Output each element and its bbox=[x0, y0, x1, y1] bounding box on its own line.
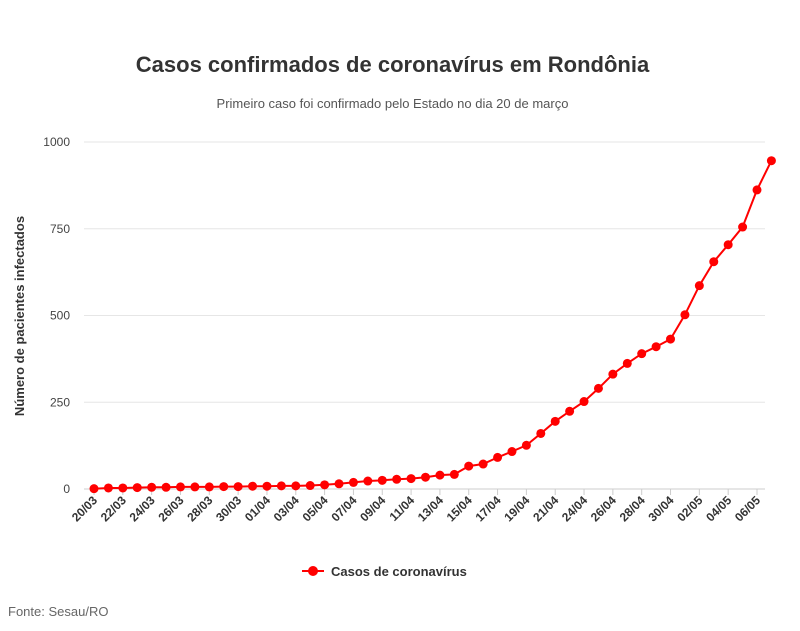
x-tick-label: 13/04 bbox=[415, 493, 446, 524]
x-tick-label: 22/03 bbox=[98, 493, 129, 524]
x-tick-label: 03/04 bbox=[271, 493, 302, 524]
series-line bbox=[93, 160, 773, 490]
y-axis-ticks: 0 250 500 750 1000 bbox=[43, 135, 70, 496]
data-point[interactable] bbox=[219, 482, 229, 492]
x-tick-label: 21/04 bbox=[530, 493, 561, 524]
data-point[interactable] bbox=[622, 358, 632, 368]
data-point[interactable] bbox=[651, 342, 661, 352]
x-tick-label: 07/04 bbox=[328, 493, 359, 524]
data-point[interactable] bbox=[161, 482, 171, 492]
chart-title: Casos confirmados de coronavírus em Rond… bbox=[135, 52, 650, 77]
data-point[interactable] bbox=[435, 470, 445, 480]
x-tick-label: 28/04 bbox=[617, 493, 648, 524]
data-point[interactable] bbox=[233, 482, 243, 492]
x-tick-label: 28/03 bbox=[184, 493, 215, 524]
data-point[interactable] bbox=[320, 480, 330, 490]
x-tick-label: 20/03 bbox=[69, 493, 100, 524]
x-tick-label: 02/05 bbox=[674, 493, 705, 524]
data-point[interactable] bbox=[103, 483, 113, 493]
data-point[interactable] bbox=[262, 481, 272, 491]
x-tick-label: 01/04 bbox=[242, 493, 273, 524]
data-point[interactable] bbox=[276, 481, 286, 491]
data-point[interactable] bbox=[493, 452, 503, 462]
x-tick-label: 26/03 bbox=[155, 493, 186, 524]
data-point[interactable] bbox=[478, 459, 488, 469]
data-point[interactable] bbox=[334, 479, 344, 489]
x-tick-label: 30/04 bbox=[646, 493, 677, 524]
y-tick-label: 500 bbox=[50, 309, 70, 323]
data-point[interactable] bbox=[738, 222, 748, 232]
data-point[interactable] bbox=[521, 440, 531, 450]
x-tick-label: 15/04 bbox=[444, 493, 475, 524]
legend-label: Casos de coronavírus bbox=[331, 564, 467, 579]
data-point[interactable] bbox=[666, 334, 676, 344]
x-tick-label: 24/03 bbox=[127, 493, 158, 524]
data-point[interactable] bbox=[421, 472, 430, 482]
source-note: Fonte: Sesau/RO bbox=[8, 604, 109, 619]
data-point[interactable] bbox=[637, 349, 647, 359]
data-point[interactable] bbox=[550, 416, 560, 426]
data-point[interactable] bbox=[305, 481, 315, 491]
data-point[interactable] bbox=[766, 156, 776, 166]
data-point[interactable] bbox=[507, 447, 517, 457]
grid-lines bbox=[84, 141, 765, 490]
data-point[interactable] bbox=[565, 406, 575, 416]
data-point[interactable] bbox=[593, 383, 603, 393]
data-point[interactable] bbox=[752, 185, 762, 195]
chart-subtitle: Primeiro caso foi confirmado pelo Estado… bbox=[216, 96, 569, 111]
data-point[interactable] bbox=[147, 482, 157, 492]
y-axis-label: Número de pacientes infectados bbox=[12, 216, 27, 416]
data-point[interactable] bbox=[363, 476, 373, 486]
data-point[interactable] bbox=[89, 484, 99, 494]
data-point[interactable] bbox=[132, 483, 142, 493]
data-point[interactable] bbox=[175, 482, 185, 492]
data-point[interactable] bbox=[204, 482, 214, 492]
x-tick-label: 11/04 bbox=[387, 493, 418, 524]
data-point[interactable] bbox=[536, 428, 546, 438]
data-point[interactable] bbox=[608, 369, 618, 379]
data-point[interactable] bbox=[190, 482, 200, 492]
legend-dot-marker bbox=[308, 566, 318, 576]
x-axis-ticks: 20/0322/0324/0326/0328/0330/0301/0403/04… bbox=[69, 489, 763, 524]
data-point[interactable] bbox=[694, 281, 704, 291]
x-tick-label: 06/05 bbox=[732, 493, 763, 524]
x-tick-label: 19/04 bbox=[501, 493, 532, 524]
data-point[interactable] bbox=[348, 477, 358, 487]
legend[interactable]: Casos de coronavírus bbox=[302, 564, 467, 579]
x-tick-label: 09/04 bbox=[357, 493, 388, 524]
x-tick-label: 26/04 bbox=[588, 493, 619, 524]
x-tick-label: 24/04 bbox=[559, 493, 590, 524]
data-point[interactable] bbox=[449, 469, 459, 479]
data-point[interactable] bbox=[291, 481, 301, 491]
y-tick-label: 750 bbox=[50, 222, 70, 236]
x-tick-label: 05/04 bbox=[300, 493, 331, 524]
data-point[interactable] bbox=[392, 474, 402, 484]
data-point[interactable] bbox=[723, 240, 733, 250]
line-chart: 0 250 500 750 1000 20/0322/0324/0326/0328/03… bbox=[12, 135, 776, 579]
y-tick-label: 1000 bbox=[43, 135, 70, 149]
y-tick-label: 250 bbox=[50, 395, 70, 409]
data-point[interactable] bbox=[464, 461, 474, 471]
data-point[interactable] bbox=[579, 397, 589, 407]
data-point[interactable] bbox=[118, 483, 128, 493]
data-point[interactable] bbox=[406, 474, 416, 484]
data-point[interactable] bbox=[709, 257, 719, 267]
data-point[interactable] bbox=[680, 310, 690, 320]
y-tick-label: 0 bbox=[63, 482, 70, 496]
x-tick-label: 30/03 bbox=[213, 493, 244, 524]
data-point[interactable] bbox=[377, 475, 387, 485]
x-tick-label: 04/05 bbox=[703, 493, 734, 524]
data-points bbox=[89, 156, 776, 494]
data-point[interactable] bbox=[248, 481, 258, 491]
x-tick-label: 17/04 bbox=[473, 493, 504, 524]
